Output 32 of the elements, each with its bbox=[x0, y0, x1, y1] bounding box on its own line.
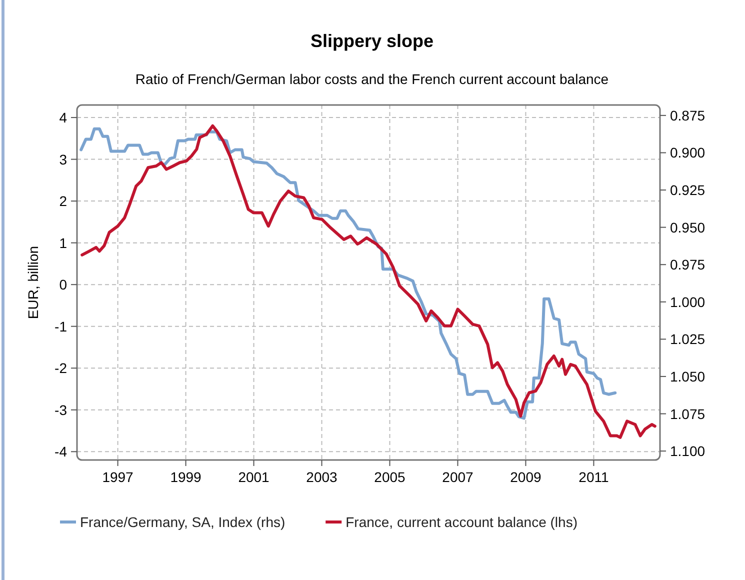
y-tick-label: 0 bbox=[59, 276, 68, 293]
y-tick-label: 4 bbox=[59, 110, 68, 126]
y2-tick-label: 0.975 bbox=[670, 256, 706, 273]
y-tick-label: -1 bbox=[54, 318, 68, 334]
x-tick-label: 2005 bbox=[374, 469, 406, 485]
x-tick-label: 1997 bbox=[102, 469, 134, 485]
y2-tick-label: 1.025 bbox=[670, 331, 706, 348]
x-tick-label: 2001 bbox=[238, 469, 270, 485]
y2-tick-label: 0.950 bbox=[670, 219, 706, 236]
x-tick-label: 1999 bbox=[170, 469, 202, 485]
y-tick-label: -2 bbox=[54, 360, 68, 376]
x-tick-label: 2003 bbox=[306, 469, 338, 485]
y2-tick-label: 0.925 bbox=[670, 182, 706, 198]
legend-label: France/Germany, SA, Index (rhs) bbox=[80, 514, 286, 530]
chart-subtitle: Ratio of French/German labor costs and the French current account balance bbox=[135, 71, 609, 87]
y2-tick-label: 1.100 bbox=[670, 443, 706, 460]
x-tick-label: 2007 bbox=[442, 469, 474, 485]
y-tick-label: -3 bbox=[54, 402, 68, 418]
y2-tick-label: 0.900 bbox=[670, 144, 706, 161]
y-tick-label: 2 bbox=[59, 193, 68, 210]
y-tick-label: 1 bbox=[59, 234, 68, 251]
y-axis-title: EUR, billion bbox=[25, 246, 41, 320]
legend-label: France, current account balance (lhs) bbox=[346, 514, 578, 530]
y2-tick-label: 0.875 bbox=[670, 107, 706, 124]
y2-tick-label: 1.000 bbox=[670, 294, 706, 310]
y2-tick-label: 1.075 bbox=[670, 406, 706, 422]
x-tick-label: 2009 bbox=[510, 469, 542, 485]
chart-title: Slippery slope bbox=[310, 31, 434, 51]
y-tick-label: -4 bbox=[54, 444, 68, 460]
y2-tick-label: 1.050 bbox=[670, 368, 706, 384]
y-tick-label: 3 bbox=[59, 151, 68, 168]
x-tick-label: 2011 bbox=[578, 469, 609, 485]
